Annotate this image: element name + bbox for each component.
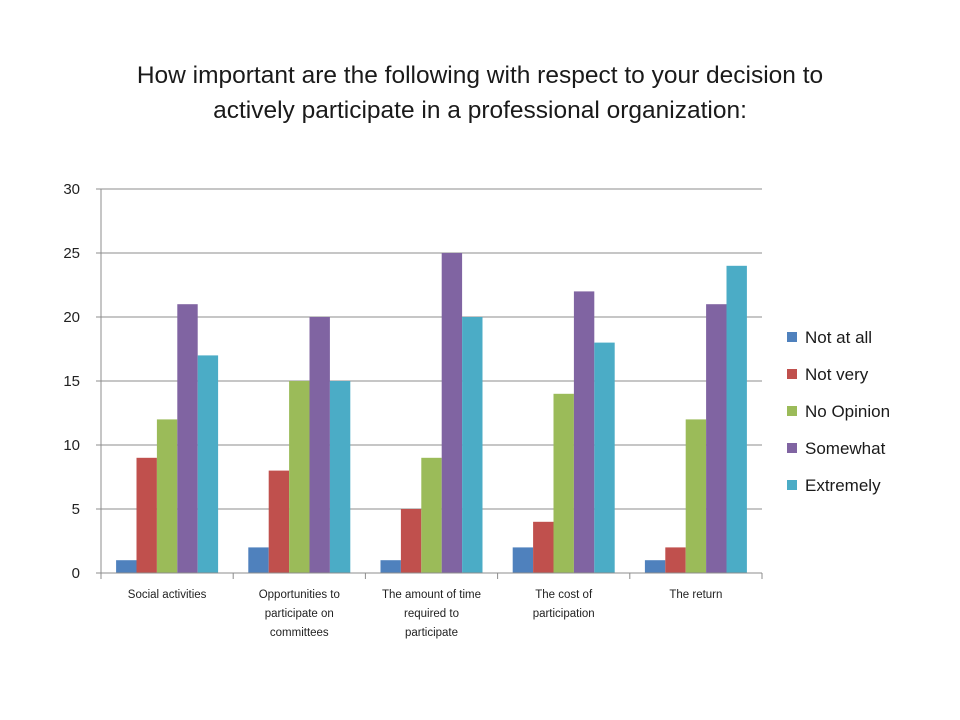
- y-tick-label: 0: [72, 565, 80, 582]
- legend-swatch: [787, 332, 797, 342]
- bar: [533, 521, 554, 573]
- bar: [400, 509, 422, 573]
- bar: [197, 355, 219, 573]
- bar: [441, 253, 463, 573]
- bar: [268, 470, 290, 573]
- x-tick-label: The return: [669, 589, 722, 601]
- bar: [289, 381, 310, 573]
- legend-label: Not very: [805, 365, 869, 384]
- legend-label: Somewhat: [805, 439, 886, 458]
- y-tick-label: 30: [63, 181, 80, 198]
- y-tick-label: 5: [72, 501, 80, 518]
- x-tick-label: participation: [533, 608, 595, 620]
- x-tick-label: The amount of time: [382, 589, 481, 601]
- x-tick-label: The cost of: [535, 589, 593, 601]
- y-tick-label: 20: [63, 309, 80, 326]
- y-axis-ticks: 0 5 10 15 20 25 30: [63, 181, 101, 582]
- x-axis-ticks: Social activities Opportunities to partici…: [100, 573, 763, 639]
- bar: [380, 560, 401, 573]
- legend-label: Extremely: [805, 476, 881, 495]
- bars: [116, 253, 747, 573]
- bar: [136, 457, 157, 573]
- x-tick-label: participate on: [265, 608, 334, 620]
- x-tick-label: committees: [270, 627, 329, 639]
- x-tick-label: Social activities: [128, 589, 207, 601]
- legend-label: Not at all: [805, 328, 872, 347]
- x-tick-label: participate: [405, 627, 458, 639]
- legend-swatch: [787, 369, 797, 379]
- bar: [685, 419, 707, 573]
- y-tick-label: 25: [63, 245, 80, 262]
- chart-title-line-2: actively participate in a professional o…: [213, 97, 747, 124]
- legend: Not at all Not very No Opinion Somewhat Extr…: [787, 328, 890, 495]
- bar: [553, 393, 574, 573]
- bar: [177, 304, 198, 573]
- legend-label: No Opinion: [805, 402, 890, 421]
- bar: [706, 304, 727, 573]
- bar: [248, 547, 269, 573]
- bar: [156, 419, 178, 573]
- bar: [309, 317, 330, 573]
- y-tick-label: 10: [63, 437, 80, 454]
- x-tick-label: Opportunities to: [259, 589, 340, 601]
- bar: [329, 381, 351, 573]
- chart-title-line-1: How important are the following with res…: [136, 62, 824, 89]
- y-tick-label: 15: [63, 373, 80, 390]
- legend-swatch: [787, 443, 797, 453]
- bar: [726, 265, 747, 573]
- chart-title: How important are the following with res…: [30, 58, 930, 128]
- bar: [512, 547, 534, 573]
- bar: [644, 560, 666, 573]
- bar: [116, 560, 137, 573]
- bar: [665, 547, 686, 573]
- bar: [421, 457, 442, 573]
- legend-swatch: [787, 480, 797, 490]
- bar: [594, 342, 615, 573]
- legend-swatch: [787, 406, 797, 416]
- bar: [462, 317, 483, 573]
- bar: [573, 291, 595, 573]
- x-tick-label: required to: [404, 608, 459, 620]
